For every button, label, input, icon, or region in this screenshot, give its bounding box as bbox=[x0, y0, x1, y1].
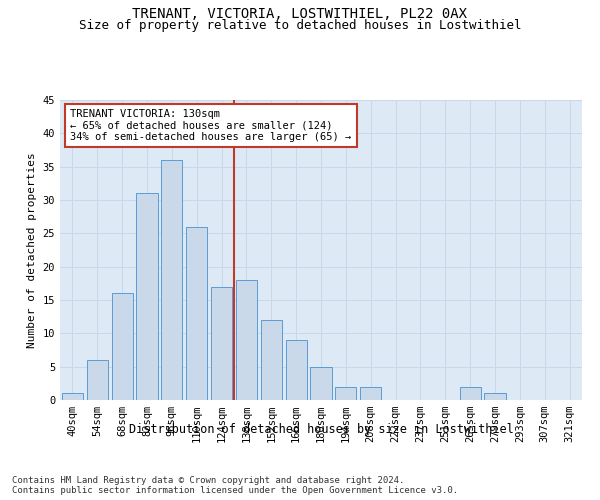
Bar bbox=[136, 194, 158, 400]
Bar bbox=[161, 160, 182, 400]
Bar bbox=[286, 340, 307, 400]
Bar bbox=[236, 280, 257, 400]
Text: Contains HM Land Registry data © Crown copyright and database right 2024.
Contai: Contains HM Land Registry data © Crown c… bbox=[12, 476, 458, 495]
Bar bbox=[335, 386, 356, 400]
Bar bbox=[310, 366, 332, 400]
Text: TRENANT VICTORIA: 130sqm
← 65% of detached houses are smaller (124)
34% of semi-: TRENANT VICTORIA: 130sqm ← 65% of detach… bbox=[70, 109, 352, 142]
Bar bbox=[186, 226, 207, 400]
Text: Size of property relative to detached houses in Lostwithiel: Size of property relative to detached ho… bbox=[79, 19, 521, 32]
Y-axis label: Number of detached properties: Number of detached properties bbox=[27, 152, 37, 348]
Bar bbox=[87, 360, 108, 400]
Text: Distribution of detached houses by size in Lostwithiel: Distribution of detached houses by size … bbox=[128, 422, 514, 436]
Bar bbox=[112, 294, 133, 400]
Text: TRENANT, VICTORIA, LOSTWITHIEL, PL22 0AX: TRENANT, VICTORIA, LOSTWITHIEL, PL22 0AX bbox=[133, 8, 467, 22]
Bar bbox=[62, 394, 83, 400]
Bar bbox=[460, 386, 481, 400]
Bar bbox=[360, 386, 381, 400]
Bar bbox=[211, 286, 232, 400]
Bar bbox=[484, 394, 506, 400]
Bar bbox=[261, 320, 282, 400]
